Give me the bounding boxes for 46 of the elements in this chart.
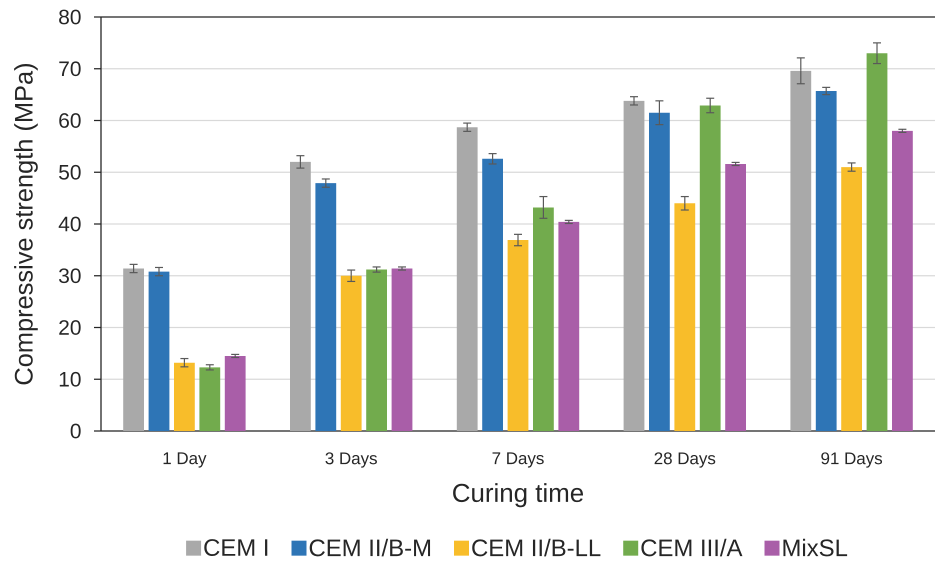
bar (816, 91, 837, 431)
bar (790, 70, 812, 431)
bar (674, 203, 696, 431)
bar (392, 268, 412, 431)
bar (199, 367, 220, 431)
y-tick-label: 60 (59, 113, 81, 128)
bar (892, 130, 913, 431)
bar (315, 183, 336, 431)
bar (366, 270, 387, 431)
x-tick-label: 7 Days (492, 452, 544, 468)
bar (841, 167, 862, 431)
x-tick-label: 1 Day (164, 452, 206, 468)
bar (174, 362, 195, 431)
y-axis-title: Compressive strength (MPa) (14, 64, 38, 384)
legend-label: MixSL (783, 538, 848, 556)
bar (725, 164, 746, 431)
bar (148, 272, 170, 431)
bar (508, 240, 528, 431)
bar (533, 207, 554, 431)
x-tick-label: 3 Days (325, 452, 377, 468)
legend-label: CEM I (204, 539, 268, 556)
y-tick-label: 30 (59, 268, 81, 284)
legend-label: CEM II/B-M (310, 538, 430, 556)
bar (700, 105, 721, 431)
y-tick-label: 20 (59, 320, 81, 335)
legend-label: CEM II/B-LL (472, 538, 600, 556)
x-tick-label: 28 Days (654, 452, 716, 468)
y-tick-label: 50 (59, 164, 81, 180)
bar (866, 53, 888, 431)
bar (456, 127, 478, 431)
bar (624, 100, 644, 431)
x-tick-label: 91 Days (821, 452, 882, 468)
bar (482, 158, 503, 431)
bar (340, 276, 362, 431)
bar (224, 356, 246, 431)
bar (290, 162, 311, 431)
bar (123, 268, 144, 431)
y-tick-label: 80 (59, 10, 81, 24)
bar (558, 222, 580, 431)
legend-label: CEM III/A (641, 538, 742, 556)
y-tick-label: 40 (58, 216, 81, 232)
x-axis-title: Curing time (453, 483, 584, 508)
y-tick-label: 10 (60, 372, 81, 387)
y-tick-label: 0 (70, 424, 81, 438)
bar (649, 112, 670, 431)
y-tick-label: 70 (59, 61, 81, 76)
